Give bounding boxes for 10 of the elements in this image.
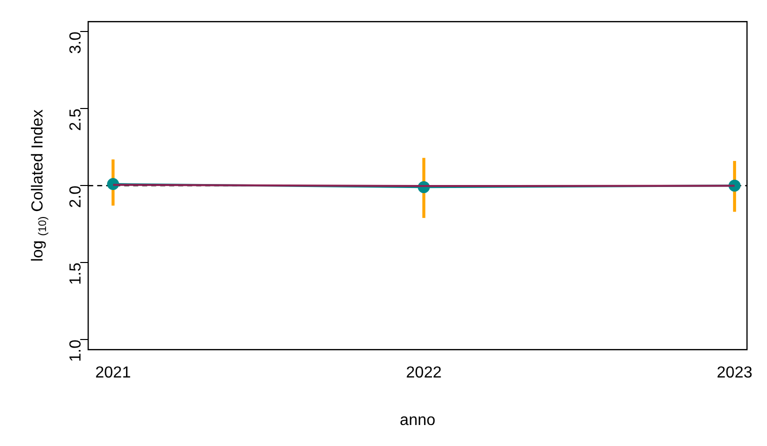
x-tick-label: 2023 bbox=[716, 364, 752, 382]
y-tick-label: 1.5 bbox=[68, 262, 85, 285]
x-tick-label: 2021 bbox=[95, 364, 131, 382]
y-tick-label: 3.0 bbox=[68, 32, 85, 54]
x-axis-title: anno bbox=[400, 412, 436, 429]
y-tick-label: 2.0 bbox=[68, 186, 85, 208]
y-tick-label: 1.0 bbox=[68, 339, 85, 362]
y-axis-title: log (10) Collated Index bbox=[29, 110, 50, 262]
x-tick-label: 2022 bbox=[406, 364, 442, 382]
y-tick-label: 2.5 bbox=[68, 108, 85, 131]
